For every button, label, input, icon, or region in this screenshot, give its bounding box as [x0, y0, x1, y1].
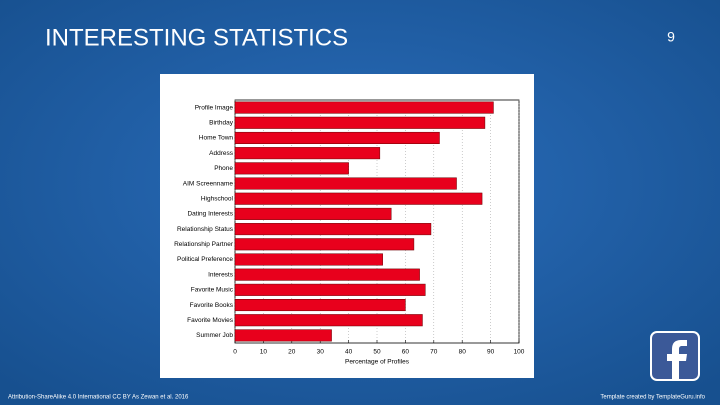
page-number: 9	[667, 29, 675, 45]
x-tick-label: 10	[260, 349, 268, 356]
y-tick-label: Favorite Movies	[187, 317, 234, 324]
bar	[234, 253, 383, 266]
y-tick-label: Phone	[214, 165, 233, 172]
bar	[234, 329, 332, 342]
x-tick-label: 60	[402, 349, 410, 356]
x-tick-label: 50	[373, 349, 381, 356]
bar	[234, 238, 415, 251]
bar	[234, 223, 432, 236]
y-tick-label: Birthday	[209, 120, 234, 127]
footer-left: Attribution-ShareAlike 4.0 International…	[8, 395, 189, 401]
x-tick-label: 0	[233, 349, 237, 356]
y-tick-label: Profile Image	[195, 104, 234, 111]
bar	[234, 283, 426, 296]
x-tick-label: 90	[487, 349, 495, 356]
y-tick-label: AIM Screenname	[183, 180, 234, 187]
y-tick-label: Dating Interests	[187, 211, 233, 218]
y-tick-label: Favorite Books	[190, 302, 234, 309]
x-tick-label: 100	[514, 349, 525, 356]
y-tick-label: Highschool	[201, 195, 234, 202]
y-tick-label: Relationship Partner	[174, 241, 234, 248]
y-tick-label: Summer Job	[196, 332, 233, 339]
y-tick-label: Relationship Status	[177, 226, 234, 233]
bar	[234, 116, 486, 129]
bar	[234, 299, 406, 312]
bar	[234, 207, 392, 220]
chart: 0 10 20 30 40 50 60 70 80 90 100 Percentage of Prof…	[174, 100, 525, 366]
footer-right: Template created by TemplateGuru.info	[600, 395, 705, 401]
y-tick-label: Address	[209, 150, 234, 157]
x-tick-label: 70	[430, 349, 438, 356]
bar	[234, 162, 349, 175]
bar	[234, 268, 420, 281]
y-tick-label: Favorite Music	[191, 287, 234, 294]
bar	[234, 131, 440, 144]
bar	[234, 177, 457, 190]
x-tick-label: 30	[317, 349, 325, 356]
y-tick-label: Interests	[208, 271, 234, 278]
bar	[234, 314, 423, 327]
bar	[234, 192, 483, 205]
facebook-icon	[650, 331, 700, 381]
x-tick-label: 40	[345, 349, 353, 356]
bar	[234, 147, 381, 160]
bar	[234, 101, 494, 114]
y-tick-label: Home Town	[199, 135, 234, 142]
slide-title: INTERESTING STATISTICS	[45, 24, 348, 51]
x-axis-label: Percentage of Profiles	[345, 359, 410, 366]
x-tick-label: 20	[288, 349, 296, 356]
x-tick-label: 80	[459, 349, 467, 356]
y-tick-label: Political Preference	[177, 256, 233, 263]
